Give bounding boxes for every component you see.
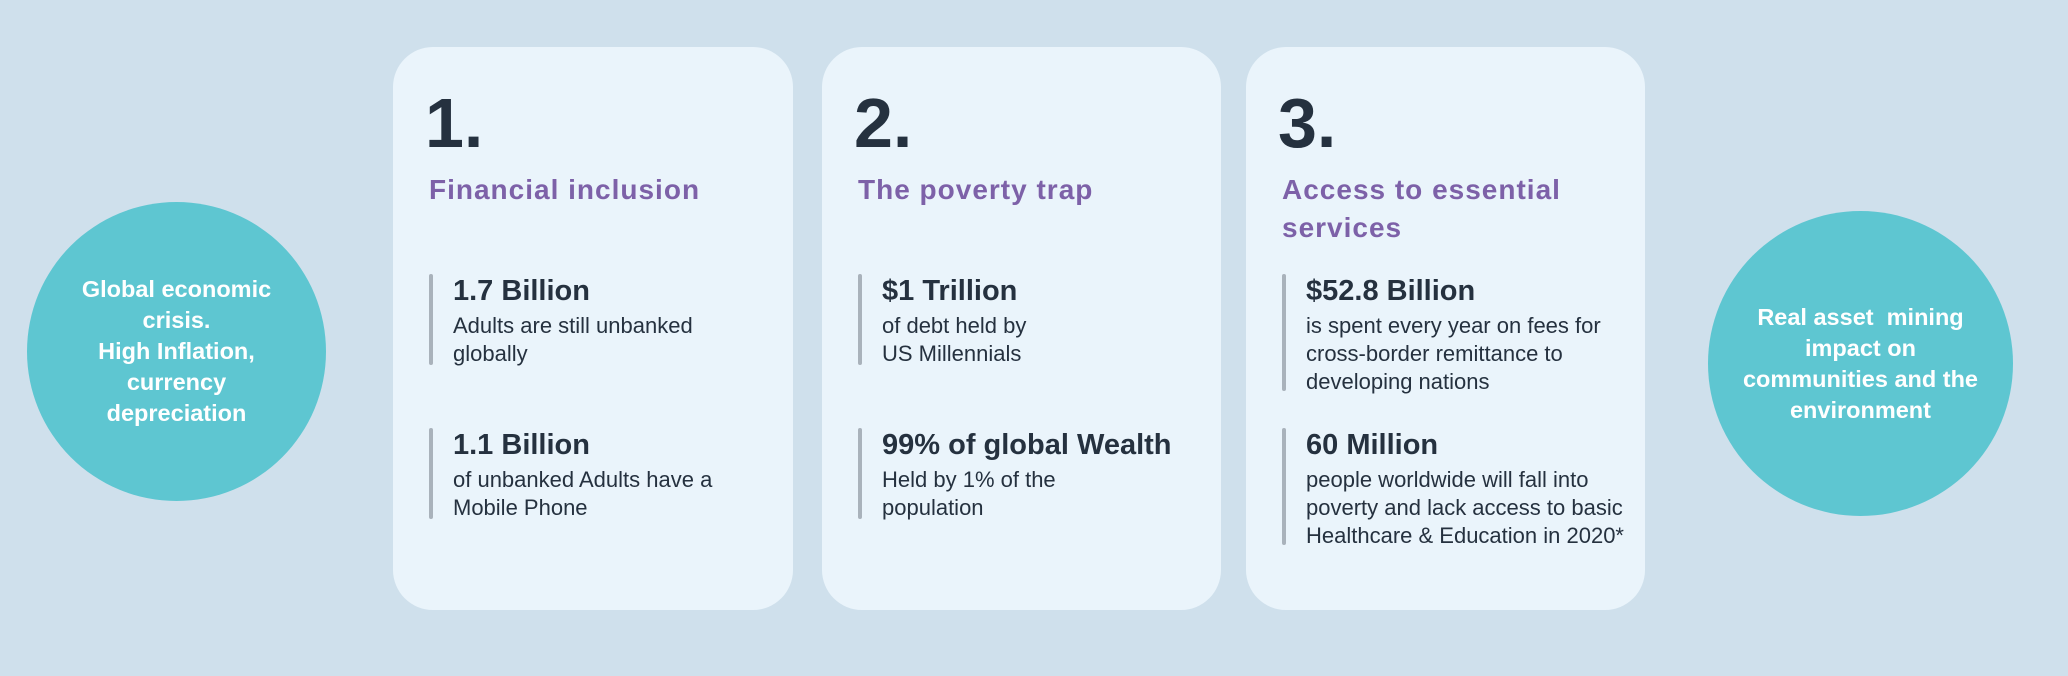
- global-crisis-circle: Global economic crisis. High Inflation, …: [27, 202, 326, 501]
- stat-description: people worldwide will fall into poverty …: [1306, 467, 1624, 548]
- stat-accent-bar: [858, 274, 862, 365]
- card-title: The poverty trap: [858, 174, 1094, 205]
- stat-accent-bar: [429, 274, 433, 365]
- stat-description: of unbanked Adults have a Mobile Phone: [453, 467, 713, 520]
- stat-remittance-fees: $52.8 Billion is spent every year on fee…: [1282, 274, 1631, 394]
- stat-poverty-2020: 60 Million people worldwide will fall in…: [1282, 428, 1631, 548]
- stat-unbanked-mobile: 1.1 Billion of unbanked Adults have a Mo…: [429, 428, 779, 520]
- stat-accent-bar: [1282, 274, 1286, 391]
- stat-debt-millennials: $1 Trillion of debt held by US Millennia…: [858, 274, 1207, 366]
- real-asset-mining-circle-text: Real asset mining impact on communities …: [1742, 303, 1979, 423]
- card-number: 2.: [854, 84, 913, 162]
- stat-value: $1 Trillion: [882, 275, 1018, 307]
- card-financial-inclusion: 1. Financial inclusion 1.7 Billion Adult…: [393, 47, 793, 610]
- stat-description: Held by 1% of the population: [882, 467, 1056, 520]
- stat-value: 1.7 Billion: [453, 275, 590, 307]
- stat-accent-bar: [1282, 428, 1286, 545]
- stat-value: 99% of global Wealth: [882, 429, 1172, 461]
- stat-description: is spent every year on fees for cross-bo…: [1306, 313, 1601, 394]
- real-asset-mining-circle: Real asset mining impact on communities …: [1708, 211, 2013, 516]
- card-essential-services: 3. Access to essential services $52.8 Bi…: [1246, 47, 1645, 610]
- global-crisis-circle-text: Global economic crisis. High Inflation, …: [81, 276, 272, 426]
- stat-value: $52.8 Billion: [1306, 275, 1476, 307]
- card-number: 3.: [1278, 84, 1337, 162]
- stat-value: 1.1 Billion: [453, 429, 590, 461]
- stat-description: Adults are still unbanked globally: [453, 313, 693, 366]
- stat-global-wealth: 99% of global Wealth Held by 1% of the p…: [858, 428, 1207, 520]
- card-number: 1.: [425, 84, 484, 162]
- stat-description: of debt held by US Millennials: [882, 313, 1027, 366]
- card-poverty-trap: 2. The poverty trap $1 Trillion of debt …: [822, 47, 1221, 610]
- card-title: Access to essential services: [1282, 174, 1561, 243]
- stat-accent-bar: [858, 428, 862, 519]
- stat-accent-bar: [429, 428, 433, 519]
- card-title: Financial inclusion: [429, 174, 701, 205]
- stat-unbanked-adults: 1.7 Billion Adults are still unbanked gl…: [429, 274, 779, 366]
- stat-value: 60 Million: [1306, 429, 1439, 461]
